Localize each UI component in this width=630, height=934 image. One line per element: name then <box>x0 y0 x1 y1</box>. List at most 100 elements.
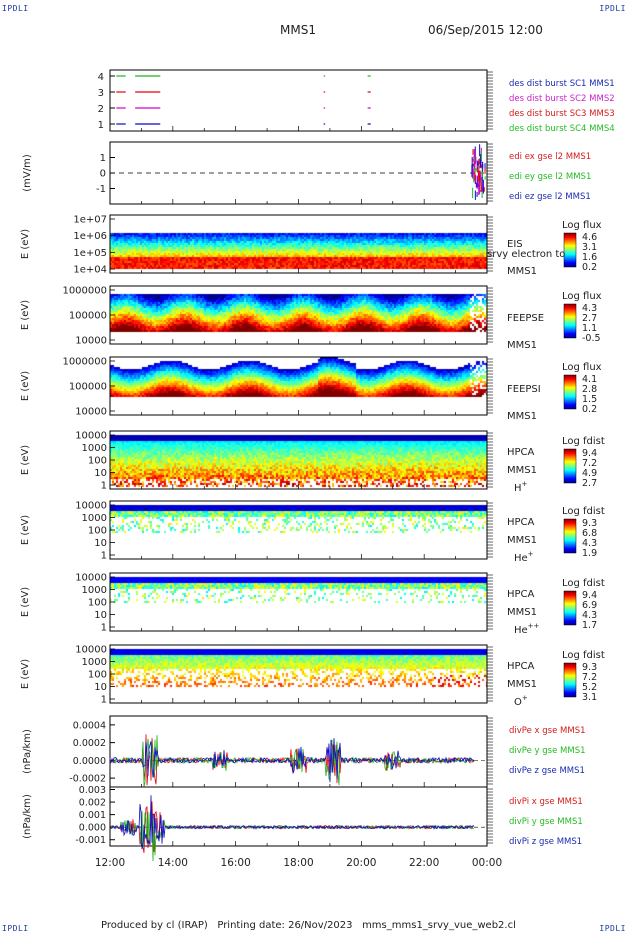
legend-entry: edi ex gse l2 MMS1 <box>509 152 591 162</box>
colorbar-title: Log flux <box>562 220 602 231</box>
y-tick-label: 0.001 <box>79 810 106 821</box>
y-tick-label: 10 <box>94 538 107 549</box>
species-label: He++ <box>514 622 540 636</box>
y-tick-label: 10000 <box>75 573 107 584</box>
panel-frame-burst <box>109 69 488 132</box>
series-line-blue <box>109 738 475 783</box>
corner-mark-tl: IPDLI <box>2 4 29 13</box>
colorbar <box>563 232 577 268</box>
instrument-label: HPCA <box>507 589 535 600</box>
y-tick-label: 3 <box>98 88 104 99</box>
colorbar-tick-label: 0.2 <box>582 262 597 273</box>
spectrogram-feepsi <box>110 357 487 415</box>
x-tick-label: 12:00 <box>95 857 125 869</box>
plot-area: 4 3 2 1 des dist burst SC1 MMS1 des dist burs… <box>20 69 615 869</box>
species-label: He+ <box>514 550 534 564</box>
colorbar-tick-label: 2.8 <box>582 384 597 395</box>
colorbar-tick-label: 1.6 <box>582 252 597 263</box>
y-tick-label: 100000 <box>69 311 107 322</box>
y-tick-label: 10 <box>94 610 107 621</box>
legend-entry: edi ey gse l2 MMS1 <box>509 172 591 182</box>
legend-entry: edi ez gse l2 MMS1 <box>509 192 591 202</box>
y-tick-label: 1e+04 <box>73 265 107 276</box>
corner-mark-br: IPDLI <box>599 924 626 933</box>
spectrogram-hpca_hepp <box>110 573 487 631</box>
y-tick-label: 100 <box>88 670 107 681</box>
y-tick-label: 1 <box>100 153 106 164</box>
legend-entry: des dist burst SC4 MMS4 <box>509 124 615 134</box>
y-tick-label: 1e+07 <box>73 215 107 226</box>
x-tick-label: 00:00 <box>472 857 502 869</box>
y-axis-label: E (eV) <box>20 445 31 475</box>
colorbar <box>563 518 577 554</box>
instrument-label: MMS1 <box>507 465 537 476</box>
colorbar-tick-label: 1.1 <box>582 323 597 334</box>
spectrogram-eis <box>110 215 487 273</box>
y-tick-label: 1 <box>101 481 107 492</box>
colorbar-tick-label: 2.7 <box>582 313 597 324</box>
y-tick-label: -0.0002 <box>69 774 106 785</box>
y-tick-label: 1 <box>101 623 107 634</box>
colorbar-tick-label: 9.3 <box>582 662 597 673</box>
colorbar-tick-label: 1.9 <box>582 548 597 559</box>
footer-printing-date: Printing date: 26/Nov/2023 <box>217 920 353 931</box>
y-tick-label: 0.0000 <box>73 756 106 767</box>
colorbar-tick-label: -0.5 <box>582 333 601 344</box>
x-tick-label: 18:00 <box>283 857 313 869</box>
y-tick-label: 0.0004 <box>73 720 106 731</box>
instrument-label: MMS1 <box>507 607 537 618</box>
colorbar-tick-label: 4.3 <box>582 610 597 621</box>
y-tick-label: 10 <box>94 468 107 479</box>
colorbar-tick-label: 6.9 <box>582 600 597 611</box>
x-tick-label: 16:00 <box>221 857 251 869</box>
y-tick-label: 1 <box>98 120 104 131</box>
datetime-title: 06/Sep/2015 12:00 <box>428 23 543 37</box>
legend-entry: divPi z gse MMS1 <box>509 837 582 847</box>
colorbar-tick-label: 9.4 <box>582 590 597 601</box>
y-axis-label: E (eV) <box>20 371 31 401</box>
x-tick-label: 20:00 <box>346 857 376 869</box>
instrument-label: MMS1 <box>507 266 537 277</box>
y-tick-label: 10 <box>94 682 107 693</box>
y-tick-label: 1000000 <box>62 357 107 368</box>
colorbar <box>563 303 577 339</box>
y-tick-label: 100 <box>88 456 107 467</box>
y-tick-label: 2 <box>98 104 104 115</box>
legend-entry: divPe z gse MMS1 <box>509 766 585 776</box>
y-tick-label: 1 <box>101 695 107 706</box>
instrument-label: HPCA <box>507 661 535 672</box>
y-axis-label: E (eV) <box>20 229 31 259</box>
colorbar-tick-label: 7.2 <box>582 458 597 469</box>
y-tick-label: 4 <box>98 72 104 83</box>
y-tick-label: 1000 <box>82 513 107 524</box>
spacecraft-title: MMS1 <box>280 23 316 37</box>
colorbar-tick-label: 9.3 <box>582 518 597 529</box>
y-tick-label: -0.001 <box>75 835 106 846</box>
y-tick-label: 10000 <box>75 407 107 418</box>
y-tick-label: 1e+05 <box>73 248 107 259</box>
colorbar-tick-label: 2.7 <box>582 478 597 489</box>
colorbar-title: Log flux <box>562 362 602 373</box>
colorbar-tick-label: 1.5 <box>582 394 597 405</box>
instrument-label: HPCA <box>507 517 535 528</box>
y-axis-label: E (eV) <box>20 659 31 689</box>
instrument-label: FEEPSE <box>507 313 544 324</box>
spectrogram-hpca_he <box>110 501 487 559</box>
y-tick-label: 100000 <box>69 382 107 393</box>
y-tick-label: 10000 <box>75 431 107 442</box>
y-tick-label: 0.0002 <box>73 738 106 749</box>
colorbar-title: Log fdist <box>562 650 605 661</box>
colorbar-tick-label: 0.2 <box>582 404 597 415</box>
colorbar-title: Log flux <box>562 291 602 302</box>
species-label: H+ <box>514 480 528 494</box>
colorbar-tick-label: 3.1 <box>582 242 597 253</box>
y-tick-label: 1000 <box>82 657 107 668</box>
y-tick-label: 10000 <box>75 645 107 656</box>
species-label: O+ <box>514 694 528 708</box>
y-axis-label: E (eV) <box>20 515 31 545</box>
corner-mark-bl: IPDLI <box>2 924 29 933</box>
instrument-label: MMS1 <box>507 535 537 546</box>
series-line-green <box>109 809 475 862</box>
y-tick-label: 10000 <box>75 501 107 512</box>
instrument-label: srvy electron to <box>487 249 565 260</box>
